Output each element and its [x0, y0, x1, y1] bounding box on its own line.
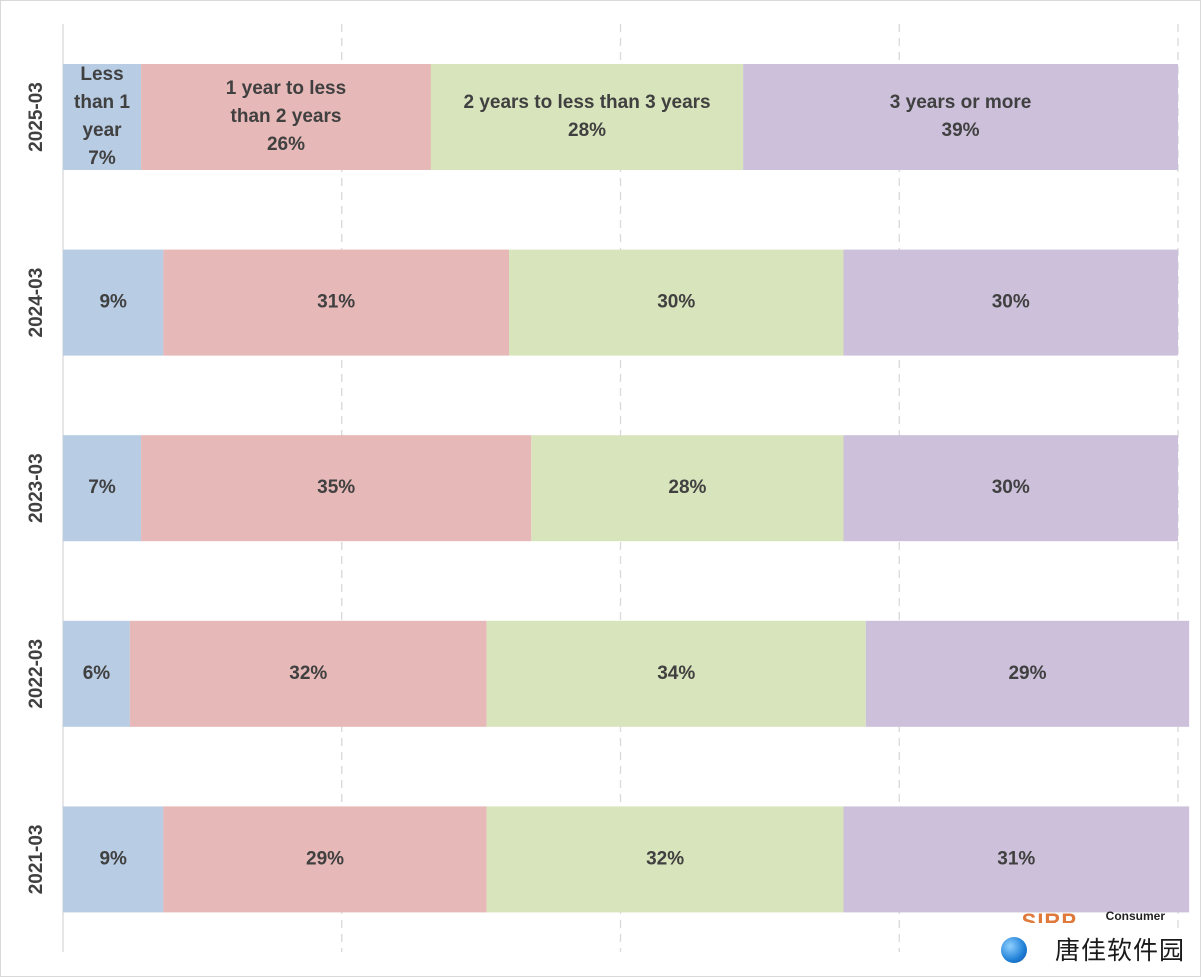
category-labels: 2025-03 2024-03 2023-03 2022-03 2021-03 [26, 82, 47, 894]
bar-2024-03-series-3 [843, 249, 1178, 356]
data-labels: Less than 1 year 7% 1 year to less than 2 yea… [74, 64, 1047, 869]
bar-2022-03-series-3 [865, 620, 1190, 727]
data-label-2025-03-series-3: 3 years or more 39% [890, 92, 1032, 141]
watermark-site-text: 唐佳软件园 [1018, 929, 1187, 967]
data-label-2025-03-series-1: 1 year to less than 2 years 26% [226, 78, 346, 155]
bar-2022-03-series-0 [63, 620, 130, 727]
bar-2023-03-series-0 [63, 435, 142, 542]
data-label-2021-03-series-1: 29% [306, 848, 344, 869]
data-label-2024-03-series-0: 9% [99, 292, 127, 313]
bar-2023-03-series-1 [141, 435, 532, 542]
bars [63, 64, 1190, 913]
bar-2022-03-series-2 [486, 620, 866, 727]
data-label-2024-03-series-3: 30% [992, 292, 1030, 313]
data-label-2022-03-series-0: 6% [83, 663, 111, 684]
bar-2024-03-series-0 [63, 249, 164, 356]
globe-icon [1001, 937, 1027, 963]
bar-2025-03-series-0 [63, 64, 142, 170]
category-label-2025-03: 2025-03 [26, 82, 47, 152]
bar-2021-03-series-1 [163, 806, 487, 913]
bar-2025-03-series-2 [430, 64, 744, 170]
data-label-2023-03-series-2: 28% [668, 477, 706, 498]
data-label-2023-03-series-0: 7% [88, 477, 116, 498]
data-label-2021-03-series-0: 9% [99, 848, 127, 869]
data-label-2024-03-series-2: 30% [657, 292, 695, 313]
bar-2023-03-series-3 [843, 435, 1178, 542]
data-label-2022-03-series-2: 34% [657, 663, 695, 684]
data-label-2025-03-series-2: 2 years to less than 3 years 28% [463, 92, 710, 141]
bar-2021-03-series-2 [486, 806, 844, 913]
data-label-2024-03-series-1: 31% [317, 292, 355, 313]
data-label-2022-03-series-1: 32% [289, 663, 327, 684]
bar-2024-03-series-2 [509, 249, 844, 356]
data-label-2022-03-series-3: 29% [1008, 663, 1046, 684]
watermark: SIRP Consumer 唐佳软件园 [997, 909, 1187, 967]
watermark-small-text: Consumer [1105, 909, 1165, 923]
bar-2021-03-series-0 [63, 806, 164, 913]
data-label-2023-03-series-1: 35% [317, 477, 355, 498]
bar-2025-03-series-3 [743, 64, 1178, 170]
category-label-2022-03: 2022-03 [26, 639, 47, 709]
data-label-2021-03-series-3: 31% [997, 848, 1035, 869]
bar-2023-03-series-2 [531, 435, 844, 542]
bar-2021-03-series-3 [843, 806, 1190, 913]
category-label-2021-03: 2021-03 [26, 825, 47, 895]
bar-2024-03-series-1 [163, 249, 509, 356]
data-label-2025-03-series-0: Less than 1 year 7% [74, 64, 130, 169]
category-label-2023-03: 2023-03 [26, 453, 47, 523]
bar-2025-03-series-1 [141, 64, 431, 170]
bar-2022-03-series-1 [129, 620, 487, 727]
category-label-2024-03: 2024-03 [26, 268, 47, 338]
data-label-2021-03-series-2: 32% [646, 848, 684, 869]
data-label-2023-03-series-3: 30% [992, 477, 1030, 498]
watermark-logo-text: SIRP [1021, 909, 1077, 923]
